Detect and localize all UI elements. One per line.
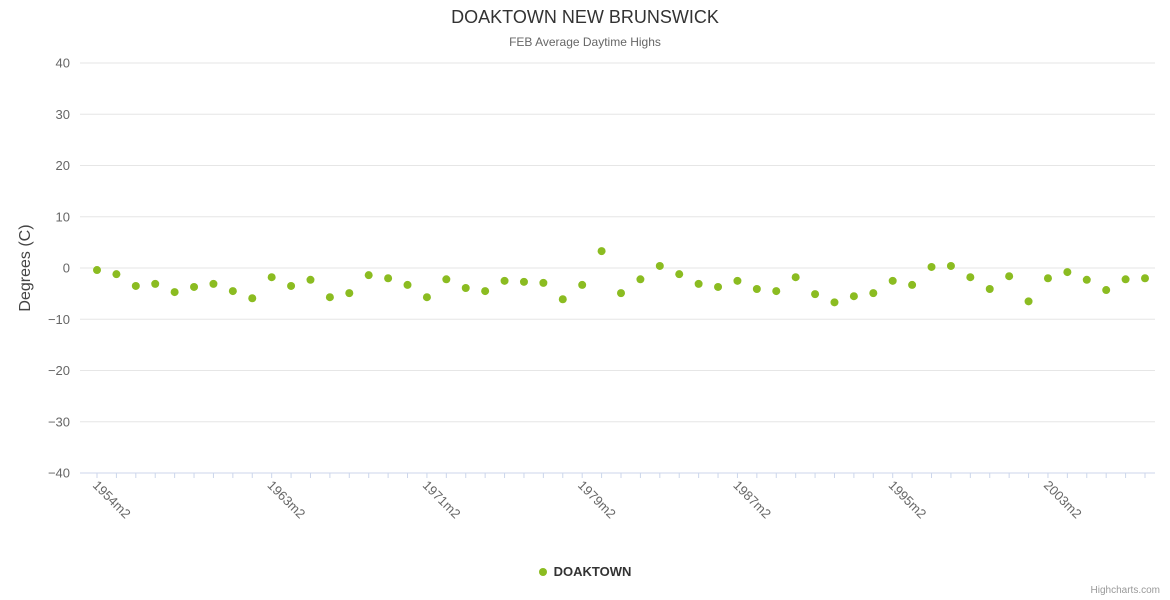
data-point[interactable] [1005, 272, 1014, 281]
data-point[interactable] [1063, 268, 1072, 277]
data-point[interactable] [248, 294, 257, 303]
y-axis-tick-label: 20 [56, 158, 70, 173]
x-axis-tick-label: 1963m2 [265, 478, 309, 522]
data-point[interactable] [384, 274, 393, 283]
data-point[interactable] [733, 276, 742, 285]
y-axis-tick-label: 40 [56, 56, 70, 71]
data-point[interactable] [1043, 274, 1052, 283]
data-point[interactable] [597, 247, 606, 256]
data-point[interactable] [209, 279, 218, 288]
data-point[interactable] [325, 293, 334, 302]
data-point[interactable] [675, 270, 684, 279]
data-point[interactable] [869, 289, 878, 298]
data-point[interactable] [500, 276, 509, 285]
data-point[interactable] [888, 276, 897, 285]
data-point[interactable] [811, 290, 820, 299]
y-axis-tick-label: 0 [63, 261, 70, 276]
data-point[interactable] [170, 288, 179, 297]
x-axis-tick-label: 1995m2 [886, 478, 930, 522]
data-point[interactable] [422, 293, 431, 302]
data-point[interactable] [752, 285, 761, 294]
legend-item-doaktown[interactable]: DOAKTOWN [0, 564, 1170, 579]
data-point[interactable] [908, 280, 917, 289]
data-point[interactable] [1082, 275, 1091, 284]
data-point[interactable] [1024, 297, 1033, 306]
data-point[interactable] [539, 278, 548, 287]
data-point[interactable] [927, 262, 936, 271]
data-point[interactable] [655, 261, 664, 270]
data-point[interactable] [946, 261, 955, 270]
data-point[interactable] [481, 287, 490, 296]
data-point[interactable] [636, 275, 645, 284]
data-point[interactable] [131, 281, 140, 290]
data-point[interactable] [403, 280, 412, 289]
data-point[interactable] [267, 273, 276, 282]
data-point[interactable] [694, 279, 703, 288]
y-axis-tick-label: 10 [56, 209, 70, 224]
data-point[interactable] [985, 285, 994, 294]
legend-label: DOAKTOWN [553, 564, 632, 579]
x-axis-tick-label: 1979m2 [575, 478, 619, 522]
data-point[interactable] [306, 275, 315, 284]
data-point[interactable] [151, 279, 160, 288]
data-point[interactable] [364, 271, 373, 280]
y-axis-tick-label: −40 [48, 466, 70, 481]
data-point[interactable] [93, 266, 101, 275]
data-point[interactable] [578, 280, 587, 289]
data-point[interactable] [966, 273, 975, 282]
credits-link[interactable]: Highcharts.com [1090, 585, 1160, 596]
data-point[interactable] [558, 295, 567, 304]
data-point[interactable] [190, 282, 199, 291]
y-axis-tick-label: −30 [48, 414, 70, 429]
data-point[interactable] [791, 273, 800, 282]
data-point[interactable] [714, 282, 723, 291]
data-point[interactable] [461, 283, 470, 292]
data-point[interactable] [345, 289, 354, 298]
x-axis-tick-label: 1954m2 [90, 478, 134, 522]
data-point[interactable] [1102, 286, 1111, 295]
y-axis-tick-label: −20 [48, 363, 70, 378]
x-axis-tick-label: 1971m2 [420, 478, 464, 522]
chart-subtitle: FEB Average Daytime Highs [509, 35, 661, 49]
data-point[interactable] [1121, 275, 1130, 284]
data-point[interactable] [228, 287, 237, 296]
data-point[interactable] [1141, 274, 1149, 283]
y-axis-tick-label: 30 [56, 107, 70, 122]
x-axis-tick-label: 2003m2 [1041, 478, 1085, 522]
data-point[interactable] [112, 270, 121, 279]
chart-title: DOAKTOWN NEW BRUNSWICK [451, 7, 719, 27]
y-axis-tick-label: −10 [48, 312, 70, 327]
data-point[interactable] [519, 277, 528, 286]
x-axis-tick-label: 1987m2 [730, 478, 774, 522]
data-point[interactable] [830, 298, 839, 307]
data-point[interactable] [617, 289, 625, 298]
data-point[interactable] [849, 292, 858, 301]
data-point[interactable] [287, 281, 296, 290]
data-point[interactable] [442, 275, 451, 284]
data-point[interactable] [772, 287, 781, 296]
legend-marker-icon [538, 567, 547, 576]
